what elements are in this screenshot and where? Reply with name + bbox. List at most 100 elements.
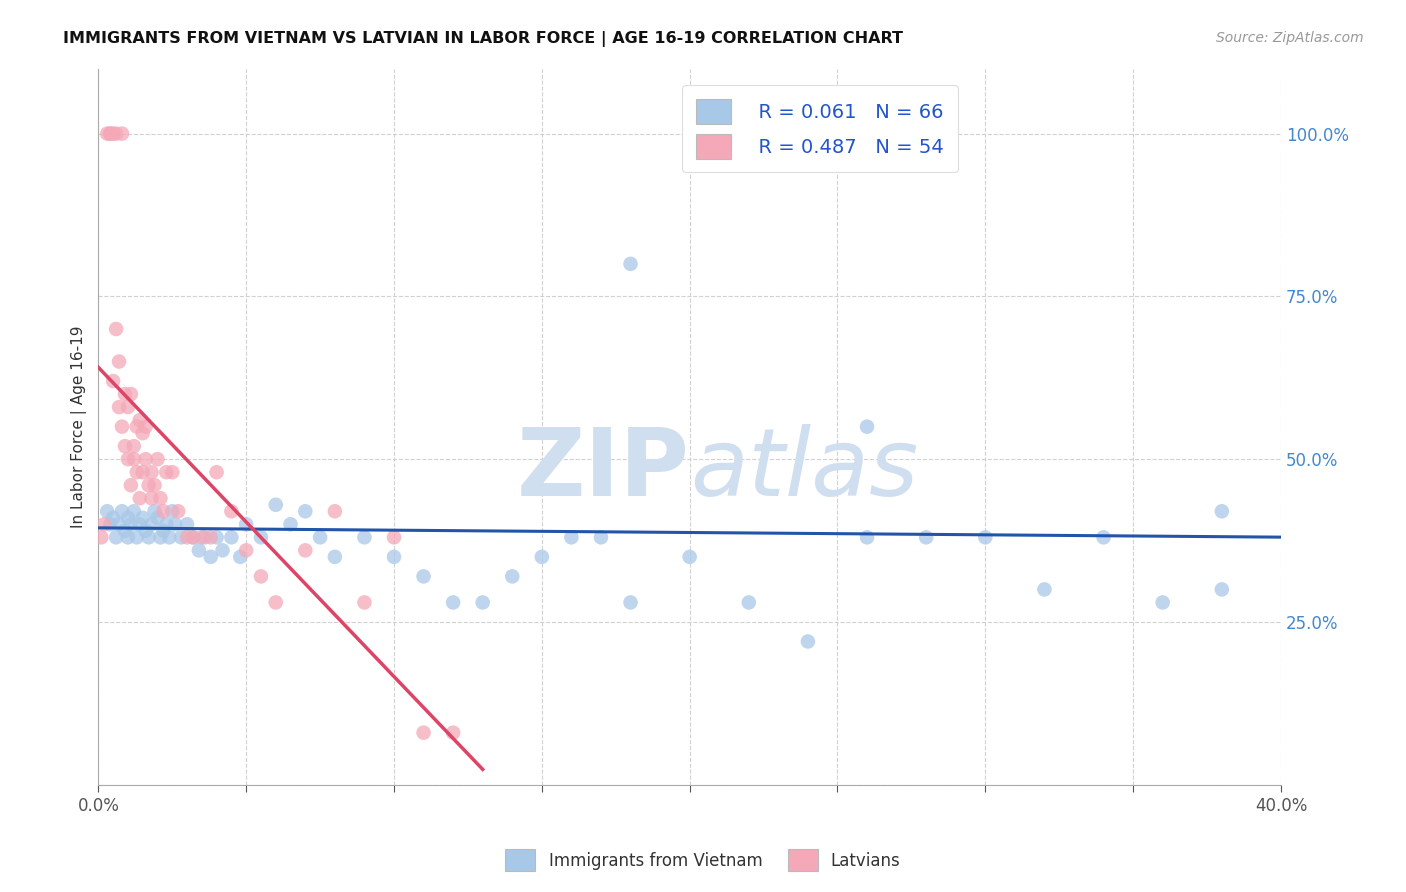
Point — [122, 504, 145, 518]
Point — [125, 530, 148, 544]
Point — [250, 569, 273, 583]
Point — [856, 530, 879, 544]
Point — [120, 517, 142, 532]
Point — [117, 510, 139, 524]
Point — [146, 510, 169, 524]
Point — [117, 452, 139, 467]
Point — [679, 127, 702, 141]
Point — [138, 530, 160, 544]
Point — [131, 426, 153, 441]
Point — [280, 517, 302, 532]
Point — [93, 517, 115, 532]
Point — [105, 127, 128, 141]
Point — [122, 439, 145, 453]
Point — [128, 413, 150, 427]
Point — [146, 452, 169, 467]
Point — [141, 517, 163, 532]
Point — [128, 517, 150, 532]
Point — [191, 530, 214, 544]
Point — [211, 543, 233, 558]
Point — [98, 127, 121, 141]
Point — [162, 504, 184, 518]
Point — [152, 504, 174, 518]
Legend: Immigrants from Vietnam, Latvians: Immigrants from Vietnam, Latvians — [498, 841, 908, 880]
Point — [294, 543, 316, 558]
Point — [560, 530, 582, 544]
Point — [294, 504, 316, 518]
Point — [101, 374, 124, 388]
Point — [98, 127, 121, 141]
Point — [264, 498, 287, 512]
Point — [98, 517, 121, 532]
Point — [162, 465, 184, 479]
Point — [114, 439, 136, 453]
Point — [138, 478, 160, 492]
Point — [194, 530, 217, 544]
Point — [176, 517, 198, 532]
Point — [200, 530, 222, 544]
Text: ZIP: ZIP — [517, 424, 690, 516]
Point — [114, 524, 136, 538]
Point — [125, 465, 148, 479]
Point — [96, 127, 118, 141]
Point — [143, 478, 166, 492]
Point — [143, 504, 166, 518]
Point — [122, 452, 145, 467]
Point — [131, 510, 153, 524]
Point — [441, 595, 464, 609]
Point — [108, 400, 131, 414]
Point — [974, 530, 997, 544]
Legend:   R = 0.061   N = 66,   R = 0.487   N = 54: R = 0.061 N = 66, R = 0.487 N = 54 — [682, 86, 957, 172]
Point — [471, 595, 494, 609]
Point — [157, 530, 180, 544]
Point — [412, 569, 434, 583]
Point — [165, 517, 187, 532]
Point — [229, 549, 252, 564]
Point — [1033, 582, 1056, 597]
Point — [117, 400, 139, 414]
Point — [679, 549, 702, 564]
Point — [205, 465, 228, 479]
Point — [176, 530, 198, 544]
Text: Source: ZipAtlas.com: Source: ZipAtlas.com — [1216, 31, 1364, 45]
Point — [141, 491, 163, 506]
Point — [619, 257, 641, 271]
Point — [149, 491, 172, 506]
Point — [105, 322, 128, 336]
Point — [1211, 582, 1233, 597]
Point — [111, 127, 134, 141]
Point — [114, 387, 136, 401]
Point — [155, 517, 177, 532]
Y-axis label: In Labor Force | Age 16-19: In Labor Force | Age 16-19 — [72, 326, 87, 528]
Point — [382, 549, 405, 564]
Point — [111, 504, 134, 518]
Point — [264, 595, 287, 609]
Point — [117, 530, 139, 544]
Point — [915, 530, 938, 544]
Point — [353, 530, 375, 544]
Point — [131, 465, 153, 479]
Point — [108, 354, 131, 368]
Point — [128, 491, 150, 506]
Point — [221, 504, 243, 518]
Text: IMMIGRANTS FROM VIETNAM VS LATVIAN IN LABOR FORCE | AGE 16-19 CORRELATION CHART: IMMIGRANTS FROM VIETNAM VS LATVIAN IN LA… — [63, 31, 903, 47]
Point — [530, 549, 553, 564]
Point — [200, 549, 222, 564]
Point — [90, 530, 112, 544]
Point — [120, 387, 142, 401]
Point — [619, 595, 641, 609]
Point — [125, 419, 148, 434]
Point — [309, 530, 332, 544]
Point — [1092, 530, 1115, 544]
Point — [382, 530, 405, 544]
Point — [235, 543, 257, 558]
Point — [141, 465, 163, 479]
Point — [323, 549, 346, 564]
Point — [155, 465, 177, 479]
Point — [111, 419, 134, 434]
Point — [412, 725, 434, 739]
Point — [235, 517, 257, 532]
Point — [323, 504, 346, 518]
Point — [738, 595, 761, 609]
Point — [152, 524, 174, 538]
